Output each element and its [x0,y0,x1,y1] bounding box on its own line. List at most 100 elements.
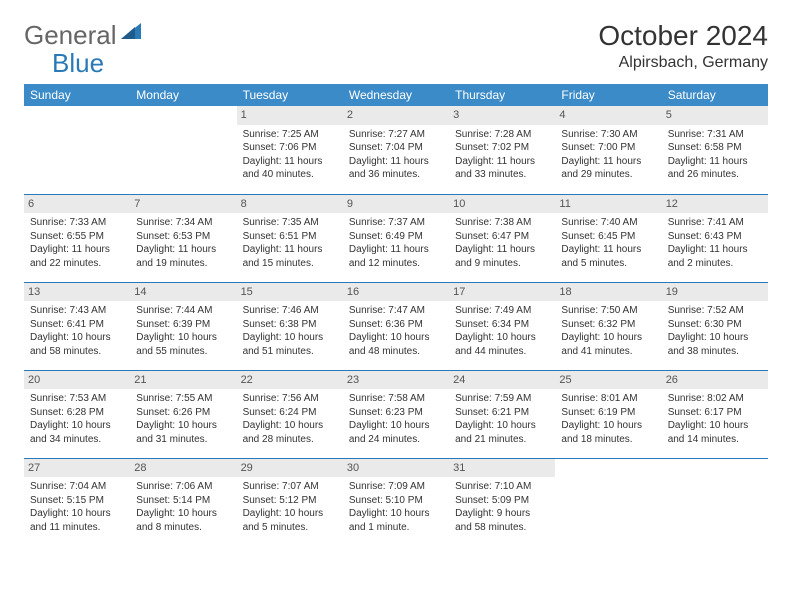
logo-triangle-icon [121,23,141,39]
sunset-line: Sunset: 6:30 PM [668,318,762,332]
weekday-header: Monday [130,84,236,106]
day-number: 1 [237,106,343,125]
calendar-day-cell: 29Sunrise: 7:07 AMSunset: 5:12 PMDayligh… [237,458,343,546]
daylight-line: Daylight: 10 hours and 34 minutes. [30,419,124,446]
sunrise-line: Sunrise: 7:58 AM [349,392,443,406]
sunset-line: Sunset: 5:15 PM [30,494,124,508]
daylight-line: Daylight: 10 hours and 11 minutes. [30,507,124,534]
sunset-line: Sunset: 6:19 PM [561,406,655,420]
daylight-line: Daylight: 10 hours and 18 minutes. [561,419,655,446]
sunset-line: Sunset: 6:49 PM [349,230,443,244]
sunrise-line: Sunrise: 7:46 AM [243,304,337,318]
sunrise-line: Sunrise: 7:49 AM [455,304,549,318]
daylight-line: Daylight: 10 hours and 55 minutes. [136,331,230,358]
sunset-line: Sunset: 6:51 PM [243,230,337,244]
daylight-line: Daylight: 10 hours and 21 minutes. [455,419,549,446]
daylight-line: Daylight: 10 hours and 5 minutes. [243,507,337,534]
sunrise-line: Sunrise: 7:10 AM [455,480,549,494]
sunrise-line: Sunrise: 7:27 AM [349,128,443,142]
daylight-line: Daylight: 10 hours and 31 minutes. [136,419,230,446]
sunset-line: Sunset: 6:53 PM [136,230,230,244]
day-number: 20 [24,371,130,390]
daylight-line: Daylight: 10 hours and 14 minutes. [668,419,762,446]
day-number: 11 [555,195,661,214]
calendar-day-cell [24,106,130,194]
sunset-line: Sunset: 7:04 PM [349,141,443,155]
weekday-header: Saturday [662,84,768,106]
sunrise-line: Sunrise: 7:50 AM [561,304,655,318]
sunset-line: Sunset: 6:32 PM [561,318,655,332]
calendar-day-cell: 10Sunrise: 7:38 AMSunset: 6:47 PMDayligh… [449,194,555,282]
daylight-line: Daylight: 11 hours and 12 minutes. [349,243,443,270]
sunrise-line: Sunrise: 8:01 AM [561,392,655,406]
sunset-line: Sunset: 5:09 PM [455,494,549,508]
day-number: 19 [662,283,768,302]
calendar-table: SundayMondayTuesdayWednesdayThursdayFrid… [24,84,768,546]
header: General October 2024 Alpirsbach, Germany [24,20,768,72]
sunset-line: Sunset: 6:21 PM [455,406,549,420]
sunrise-line: Sunrise: 7:44 AM [136,304,230,318]
sunset-line: Sunset: 6:39 PM [136,318,230,332]
calendar-day-cell [555,458,661,546]
daylight-line: Daylight: 10 hours and 38 minutes. [668,331,762,358]
day-number: 6 [24,195,130,214]
calendar-day-cell: 11Sunrise: 7:40 AMSunset: 6:45 PMDayligh… [555,194,661,282]
calendar-day-cell [130,106,236,194]
daylight-line: Daylight: 10 hours and 8 minutes. [136,507,230,534]
day-number: 9 [343,195,449,214]
calendar-day-cell: 6Sunrise: 7:33 AMSunset: 6:55 PMDaylight… [24,194,130,282]
day-number: 5 [662,106,768,125]
sunset-line: Sunset: 5:10 PM [349,494,443,508]
calendar-week-row: 1Sunrise: 7:25 AMSunset: 7:06 PMDaylight… [24,106,768,194]
daylight-line: Daylight: 10 hours and 51 minutes. [243,331,337,358]
location: Alpirsbach, Germany [598,54,768,72]
sunset-line: Sunset: 6:23 PM [349,406,443,420]
day-number: 23 [343,371,449,390]
sunset-line: Sunset: 5:14 PM [136,494,230,508]
day-number: 12 [662,195,768,214]
calendar-day-cell: 9Sunrise: 7:37 AMSunset: 6:49 PMDaylight… [343,194,449,282]
calendar-day-cell: 1Sunrise: 7:25 AMSunset: 7:06 PMDaylight… [237,106,343,194]
day-number: 22 [237,371,343,390]
daylight-line: Daylight: 10 hours and 48 minutes. [349,331,443,358]
calendar-day-cell: 31Sunrise: 7:10 AMSunset: 5:09 PMDayligh… [449,458,555,546]
weekday-header: Friday [555,84,661,106]
day-number: 13 [24,283,130,302]
weekday-header: Wednesday [343,84,449,106]
day-number: 26 [662,371,768,390]
calendar-day-cell: 7Sunrise: 7:34 AMSunset: 6:53 PMDaylight… [130,194,236,282]
title-block: October 2024 Alpirsbach, Germany [598,20,768,72]
sunrise-line: Sunrise: 7:52 AM [668,304,762,318]
daylight-line: Daylight: 10 hours and 24 minutes. [349,419,443,446]
sunrise-line: Sunrise: 7:47 AM [349,304,443,318]
weekday-header: Tuesday [237,84,343,106]
sunrise-line: Sunrise: 7:59 AM [455,392,549,406]
sunrise-line: Sunrise: 7:34 AM [136,216,230,230]
sunrise-line: Sunrise: 7:43 AM [30,304,124,318]
sunset-line: Sunset: 6:34 PM [455,318,549,332]
sunset-line: Sunset: 6:41 PM [30,318,124,332]
daylight-line: Daylight: 11 hours and 19 minutes. [136,243,230,270]
sunrise-line: Sunrise: 7:04 AM [30,480,124,494]
calendar-header-row: SundayMondayTuesdayWednesdayThursdayFrid… [24,84,768,106]
day-number: 3 [449,106,555,125]
daylight-line: Daylight: 10 hours and 41 minutes. [561,331,655,358]
sunset-line: Sunset: 6:36 PM [349,318,443,332]
sunrise-line: Sunrise: 7:56 AM [243,392,337,406]
sunrise-line: Sunrise: 7:25 AM [243,128,337,142]
calendar-day-cell: 17Sunrise: 7:49 AMSunset: 6:34 PMDayligh… [449,282,555,370]
calendar-day-cell: 27Sunrise: 7:04 AMSunset: 5:15 PMDayligh… [24,458,130,546]
sunset-line: Sunset: 7:02 PM [455,141,549,155]
sunrise-line: Sunrise: 7:31 AM [668,128,762,142]
sunset-line: Sunset: 6:45 PM [561,230,655,244]
calendar-day-cell: 22Sunrise: 7:56 AMSunset: 6:24 PMDayligh… [237,370,343,458]
day-number: 30 [343,459,449,478]
calendar-day-cell: 28Sunrise: 7:06 AMSunset: 5:14 PMDayligh… [130,458,236,546]
sunset-line: Sunset: 6:58 PM [668,141,762,155]
weekday-header: Thursday [449,84,555,106]
day-number: 25 [555,371,661,390]
daylight-line: Daylight: 11 hours and 36 minutes. [349,155,443,182]
calendar-day-cell: 14Sunrise: 7:44 AMSunset: 6:39 PMDayligh… [130,282,236,370]
sunset-line: Sunset: 6:38 PM [243,318,337,332]
calendar-day-cell [662,458,768,546]
